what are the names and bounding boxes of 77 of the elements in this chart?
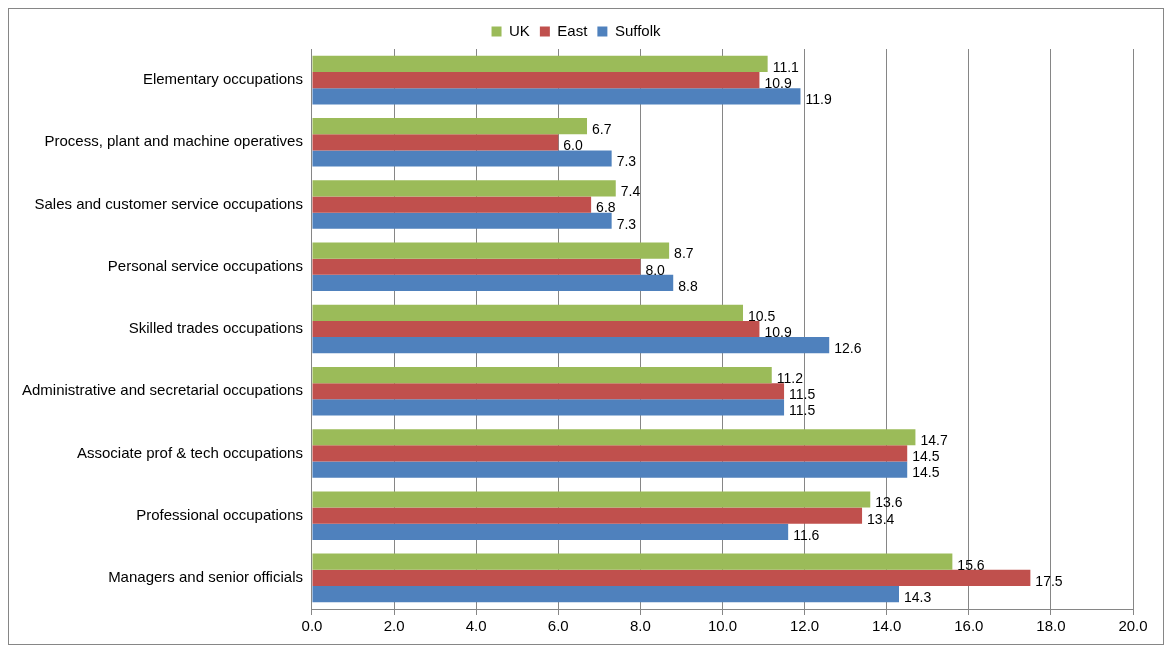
y-tick-label: Associate prof & tech occupations <box>77 443 303 461</box>
data-label: 6.8 <box>596 199 616 216</box>
bar <box>312 304 744 321</box>
data-label: 14.5 <box>912 448 940 465</box>
data-label: 11.5 <box>789 402 816 419</box>
y-tick-label: Sales and customer service occupations <box>34 194 303 212</box>
legend-label: Suffolk <box>614 21 661 39</box>
x-tick-label: 14.0 <box>872 617 902 635</box>
y-tick-label: Personal service occupations <box>107 256 303 274</box>
x-tick-label: 20.0 <box>1118 617 1148 635</box>
y-tick-label: Professional occupations <box>136 505 303 523</box>
bar <box>312 258 641 275</box>
bar <box>312 274 674 292</box>
data-label: 13.4 <box>867 510 895 527</box>
x-tick-label: 6.0 <box>547 617 569 635</box>
data-label: 7.3 <box>616 215 637 232</box>
bar <box>312 585 900 603</box>
x-tick-label: 2.0 <box>383 617 405 635</box>
data-label: 11.5 <box>789 386 816 403</box>
x-tick-label: 18.0 <box>1036 617 1066 635</box>
bar <box>312 55 768 73</box>
data-label: 8.8 <box>678 277 698 294</box>
bar <box>312 569 1031 586</box>
data-label: 7.4 <box>620 183 641 200</box>
data-label: 11.9 <box>805 91 832 108</box>
data-label: 6.7 <box>592 121 612 138</box>
bar <box>312 523 789 540</box>
data-label: 8.0 <box>645 261 666 278</box>
bar <box>312 134 559 151</box>
bar <box>312 553 953 570</box>
y-tick-label: Elementary occupations <box>142 70 303 88</box>
data-label: 15.6 <box>957 556 985 573</box>
data-label: 14.7 <box>920 432 948 449</box>
bar <box>312 180 616 197</box>
x-tick-label: 16.0 <box>954 617 984 635</box>
data-label: 11.1 <box>772 58 800 75</box>
x-tick-label: 8.0 <box>629 617 651 635</box>
bar <box>312 337 830 354</box>
bar <box>312 150 612 167</box>
y-tick-label: Skilled trades occupations <box>128 319 303 337</box>
y-tick-label: Process, plant and machine operatives <box>44 132 303 150</box>
y-tick-label: Managers and senior officials <box>108 568 303 586</box>
bar <box>312 461 908 478</box>
x-tick-label: 0.0 <box>301 617 323 635</box>
bar <box>312 491 871 508</box>
bar <box>312 399 785 416</box>
bar <box>312 445 908 462</box>
bar <box>312 429 916 446</box>
bar <box>312 212 612 229</box>
x-tick-label: 10.0 <box>707 617 738 635</box>
data-label: 10.5 <box>748 307 776 324</box>
data-label: 17.5 <box>1035 572 1063 589</box>
bar <box>312 196 592 213</box>
bar <box>312 366 772 384</box>
data-label: 10.9 <box>764 323 792 340</box>
legend-label: East <box>557 21 589 39</box>
data-label: 7.3 <box>616 153 637 170</box>
data-label: 11.6 <box>793 526 820 543</box>
data-label: 13.6 <box>875 494 903 511</box>
bar <box>312 88 801 105</box>
data-label: 11.2 <box>776 369 804 386</box>
data-label: 6.0 <box>563 137 583 154</box>
legend-label: UK <box>509 21 530 39</box>
x-tick-label: 12.0 <box>789 617 820 635</box>
data-label: 14.5 <box>912 464 940 481</box>
data-label: 10.9 <box>764 74 792 91</box>
bar <box>312 72 760 89</box>
y-tick-label: Administrative and secretarial occupations <box>21 381 303 399</box>
bar <box>312 320 760 338</box>
data-label: 12.6 <box>834 340 862 357</box>
x-tick-label: 4.0 <box>465 617 487 635</box>
data-label: 14.3 <box>904 588 932 605</box>
bar <box>312 242 670 259</box>
data-label: 8.7 <box>674 245 694 262</box>
bar <box>312 383 785 400</box>
bar <box>312 118 588 135</box>
bar <box>312 507 863 524</box>
